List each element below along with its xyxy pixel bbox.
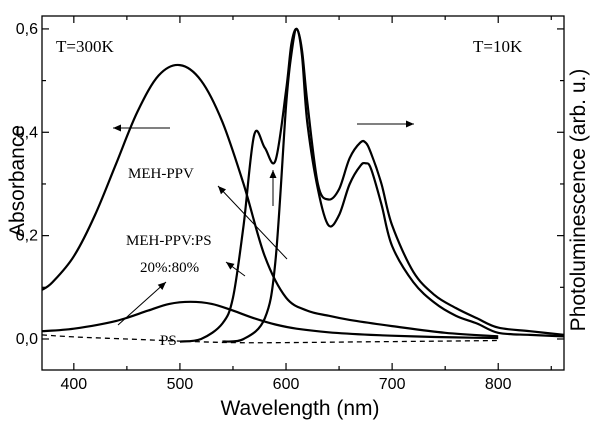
x-tick-label: 400 (60, 376, 87, 393)
meh-ppv-pointer-arrow-head (218, 186, 227, 195)
axis-ticks: 400 500 600 700 800 0,0 0,2 0,4 0,6 (16, 16, 564, 393)
series-meh-ppv-ps-pl (222, 27, 565, 343)
meh-ppv-pointer-arrow (217, 185, 288, 260)
blend-label: MEH-PPV:PS (126, 233, 212, 249)
temperature-10k-label: T=10K (473, 37, 523, 56)
x-tick-label: 500 (167, 376, 194, 393)
x-tick-label: 800 (485, 376, 512, 393)
series-meh-ppv-ps-20-80 (41, 300, 499, 340)
pl-axis-arrow-head (406, 120, 414, 128)
y2-axis-label: Photoluminescence (arb. u.) (567, 69, 590, 332)
blend-pointer-arrow-upper-head (226, 262, 235, 270)
y-tick-label: 0,6 (16, 21, 38, 38)
absorbance-axis-arrow-head (113, 124, 121, 132)
blend-pointer-arrow-lower-head (157, 282, 166, 290)
plot-frame (41, 15, 565, 371)
y-tick-label: 0,4 (16, 124, 38, 141)
blend-pointer-arrow-lower (117, 281, 167, 326)
y-tick-label: 0,2 (16, 228, 38, 245)
peak-arrow-head (269, 170, 277, 178)
series-ps (41, 334, 499, 344)
x-tick-label: 700 (379, 376, 406, 393)
temperature-300k-label: T=300K (56, 37, 114, 56)
meh-ppv-label: MEH-PPV (128, 166, 194, 182)
data-series (41, 27, 565, 344)
blend-ratio-label: 20%:80% (140, 260, 199, 276)
x-axis-label: Wavelength (nm) (220, 397, 379, 420)
ps-label: PS (160, 333, 177, 349)
x-tick-label: 600 (273, 376, 300, 393)
series-meh-ppv-pl (179, 27, 565, 343)
y-axis-label: Absorbance (6, 125, 29, 237)
annotation-arrows (113, 120, 414, 326)
series-meh-ppv (41, 63, 499, 338)
y-tick-label: 0,0 (16, 331, 38, 348)
